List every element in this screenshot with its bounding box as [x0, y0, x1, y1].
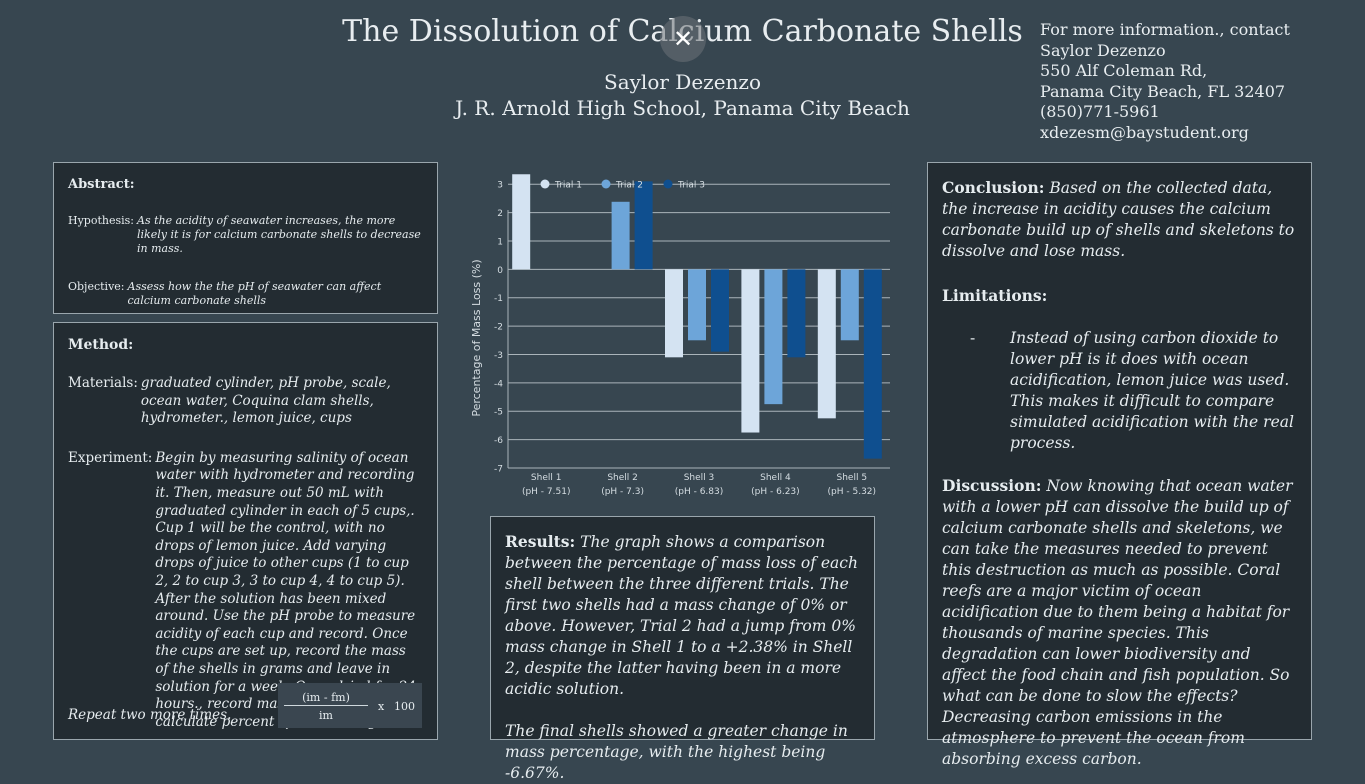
y-tick-label: 3 — [497, 181, 503, 191]
bar — [863, 269, 882, 459]
bar — [611, 201, 630, 270]
formula-times: x — [378, 700, 385, 713]
results-panel: Results: The graph shows a comparison be… — [490, 516, 875, 782]
y-tick-label: -2 — [494, 323, 503, 333]
close-icon[interactable]: ✕ — [660, 16, 706, 62]
x-tick-sublabel: (pH - 6.23) — [751, 487, 800, 497]
formula-denominator: im — [319, 709, 333, 722]
objective-text: Assess how the the pH of seawater can af… — [127, 280, 382, 307]
x-tick-label: Shell 4 — [760, 473, 791, 483]
y-tick-label: -1 — [494, 294, 503, 304]
legend-label: Trial 3 — [677, 181, 705, 191]
results-heading: Results: — [505, 532, 576, 551]
discussion-label: Discussion: — [942, 476, 1042, 495]
materials-label: Materials: — [68, 375, 138, 391]
experiment-label: Experiment: — [68, 449, 153, 466]
discussion-para: Discussion: Now knowing that ocean water… — [942, 475, 1297, 770]
contact-block: For more information., contact Saylor De… — [1040, 20, 1290, 143]
y-tick-label: 0 — [497, 266, 503, 276]
y-tick-label: -6 — [494, 436, 503, 446]
limitations-text: Instead of using carbon dioxide to lower… — [1010, 329, 1294, 452]
y-tick-label: -5 — [494, 408, 503, 418]
legend-label: Trial 1 — [554, 181, 582, 191]
discussion-text: Now knowing that ocean water with a lowe… — [942, 477, 1293, 768]
contact-email: xdezesm@baystudent.org — [1040, 122, 1249, 142]
mass-loss-chart: 3 2 1 0 -1 -2 -3 -4 -5 -6 -7 Percentage of Mass Los… — [458, 168, 898, 503]
conclusion-text: Based on the collected data, the increas… — [942, 179, 1295, 260]
method-panel: Method: Materials: graduated cylinder, p… — [53, 322, 438, 740]
bar — [787, 269, 806, 358]
results-para-1: Results: The graph shows a comparison be… — [505, 531, 860, 700]
y-tick-label: 1 — [497, 237, 503, 247]
bar — [665, 269, 683, 358]
legend-swatch — [663, 179, 673, 189]
y-tick-label: 2 — [497, 209, 503, 219]
school-name: J. R. Arnold High School, Panama City Be… — [455, 96, 910, 120]
bar — [741, 269, 760, 433]
contact-line: 550 Alf Coleman Rd, — [1040, 61, 1208, 80]
author-name: Saylor Dezenzo — [604, 70, 761, 94]
hypothesis-label: Hypothesis: — [68, 214, 134, 227]
legend-label: Trial 2 — [615, 181, 643, 191]
formula-numerator: (im - fm) — [302, 691, 350, 704]
results-text-2: The final shells showed a greater change… — [505, 722, 848, 782]
materials-row: Materials: graduated cylinder, pH probe,… — [68, 375, 423, 428]
contact-line: For more information., contact — [1040, 20, 1290, 39]
experiment-row: Experiment: Begin by measuring salinity … — [68, 450, 423, 732]
formula-divider — [284, 705, 368, 706]
bar — [764, 269, 783, 405]
hypothesis-text: As the acidity of seawater increases, th… — [137, 214, 421, 255]
mass-change-formula: (im - fm) im x 100 — [278, 683, 422, 728]
abstract-panel: Abstract: Hypothesis: As the acidity of … — [53, 162, 438, 314]
y-tick-label: -7 — [494, 465, 503, 475]
limitations-bullet: - — [970, 329, 976, 347]
hypothesis-row: Hypothesis: As the acidity of seawater i… — [68, 214, 423, 256]
repeat-text: Repeat two more times. — [68, 707, 232, 723]
x-tick-sublabel: (pH - 6.83) — [675, 487, 724, 497]
objective-label: Objective: — [68, 280, 125, 293]
x-tick-label: Shell 5 — [837, 473, 868, 483]
x-tick-label: Shell 1 — [531, 473, 562, 483]
conclusion-para: Conclusion: Based on the collected data,… — [942, 177, 1297, 262]
x-tick-sublabel: (pH - 7.51) — [522, 487, 571, 497]
bar — [711, 269, 729, 352]
conclusion-panel: Conclusion: Based on the collected data,… — [927, 162, 1312, 768]
experiment-text: Begin by measuring salinity of ocean wat… — [155, 449, 416, 730]
materials-text: graduated cylinder, pH probe, scale, oce… — [140, 375, 391, 427]
method-heading: Method: — [68, 337, 134, 353]
y-tick-label: -3 — [494, 351, 503, 361]
bar — [817, 269, 836, 419]
legend-swatch — [540, 179, 550, 189]
legend-swatch — [601, 179, 611, 189]
limitations-item: - Instead of using carbon dioxide to low… — [942, 328, 1297, 454]
bar — [688, 269, 706, 341]
bar — [634, 181, 653, 270]
contact-line: (850)771-5961 — [1040, 102, 1160, 121]
results-text-1: The graph shows a comparison between the… — [505, 533, 858, 698]
contact-line: Panama City Beach, FL 32407 — [1040, 81, 1286, 101]
x-tick-sublabel: (pH - 5.32) — [828, 487, 877, 497]
bar-chart-svg: 3 2 1 0 -1 -2 -3 -4 -5 -6 -7 Percentage of Mass Los… — [470, 174, 890, 497]
y-tick-label: -4 — [494, 379, 503, 389]
objective-row: Objective: Assess how the the pH of seaw… — [68, 280, 423, 308]
x-tick-label: Shell 2 — [607, 473, 638, 483]
x-tick-sublabel: (pH - 7.3) — [601, 487, 644, 497]
formula-factor: 100 — [394, 700, 415, 713]
results-para-2: The final shells showed a greater change… — [505, 721, 860, 784]
abstract-heading: Abstract: — [68, 177, 135, 192]
x-tick-label: Shell 3 — [684, 473, 715, 483]
y-axis-label: Percentage of Mass Loss (%) — [470, 259, 483, 416]
conclusion-label: Conclusion: — [942, 178, 1045, 197]
contact-line: Saylor Dezenzo — [1040, 40, 1166, 60]
limitations-heading: Limitations: — [942, 286, 1048, 305]
bar — [840, 269, 859, 341]
bar — [512, 174, 531, 270]
